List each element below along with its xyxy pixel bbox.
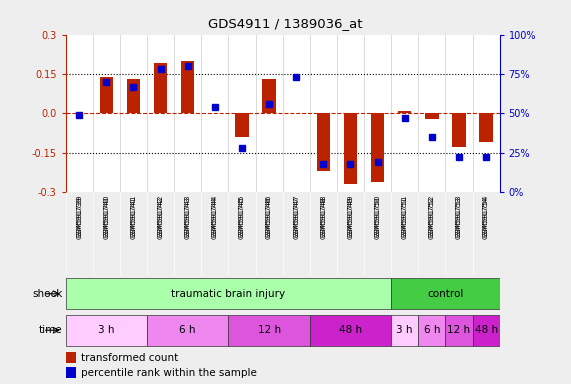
Bar: [452, 113, 466, 147]
Text: GSM591746: GSM591746: [266, 196, 272, 238]
Text: GSM591741: GSM591741: [130, 196, 136, 238]
Text: GDS4911 / 1389036_at: GDS4911 / 1389036_at: [208, 17, 363, 30]
Bar: [235, 113, 249, 137]
Bar: [418, 315, 445, 346]
Text: shock: shock: [33, 289, 63, 299]
Text: percentile rank within the sample: percentile rank within the sample: [81, 368, 256, 378]
Text: control: control: [427, 289, 464, 299]
Text: GSM591747: GSM591747: [293, 196, 299, 238]
Text: 12 h: 12 h: [258, 325, 280, 335]
Text: time: time: [39, 325, 63, 335]
Text: GSM591745: GSM591745: [239, 196, 245, 238]
Text: 48 h: 48 h: [339, 325, 362, 335]
Text: 48 h: 48 h: [475, 325, 497, 335]
Text: GSM591749: GSM591749: [347, 196, 353, 238]
Bar: [66, 315, 147, 346]
Bar: [154, 63, 167, 113]
Bar: [344, 113, 357, 184]
Text: 3 h: 3 h: [98, 325, 115, 335]
Bar: [391, 315, 418, 346]
Text: GSM591752: GSM591752: [429, 196, 435, 238]
Bar: [181, 61, 195, 113]
Bar: [262, 79, 276, 113]
Text: GSM591753: GSM591753: [456, 196, 462, 238]
Bar: [147, 315, 228, 346]
Bar: [316, 113, 330, 171]
Text: 6 h: 6 h: [424, 325, 440, 335]
Bar: [309, 315, 391, 346]
Bar: [371, 113, 384, 182]
Text: GSM591740: GSM591740: [103, 196, 110, 238]
Text: traumatic brain injury: traumatic brain injury: [171, 289, 286, 299]
Text: GSM591742: GSM591742: [158, 196, 164, 238]
Text: GSM591744: GSM591744: [212, 196, 218, 238]
Text: GSM591754: GSM591754: [483, 196, 489, 238]
Bar: [479, 113, 493, 142]
Text: GSM591739: GSM591739: [76, 196, 82, 239]
Text: GSM591750: GSM591750: [375, 196, 381, 238]
Bar: [391, 278, 500, 310]
Text: 6 h: 6 h: [179, 325, 196, 335]
Bar: [473, 315, 500, 346]
Bar: [99, 76, 113, 113]
Text: GSM591743: GSM591743: [184, 196, 191, 238]
Text: 12 h: 12 h: [448, 325, 471, 335]
Text: transformed count: transformed count: [81, 353, 178, 362]
Bar: [66, 278, 391, 310]
Bar: [445, 315, 473, 346]
Text: 3 h: 3 h: [396, 325, 413, 335]
Bar: [425, 113, 439, 119]
Text: GSM591748: GSM591748: [320, 196, 327, 238]
Bar: [398, 111, 412, 113]
Bar: [127, 79, 140, 113]
Bar: [228, 315, 309, 346]
Text: GSM591751: GSM591751: [401, 196, 408, 238]
